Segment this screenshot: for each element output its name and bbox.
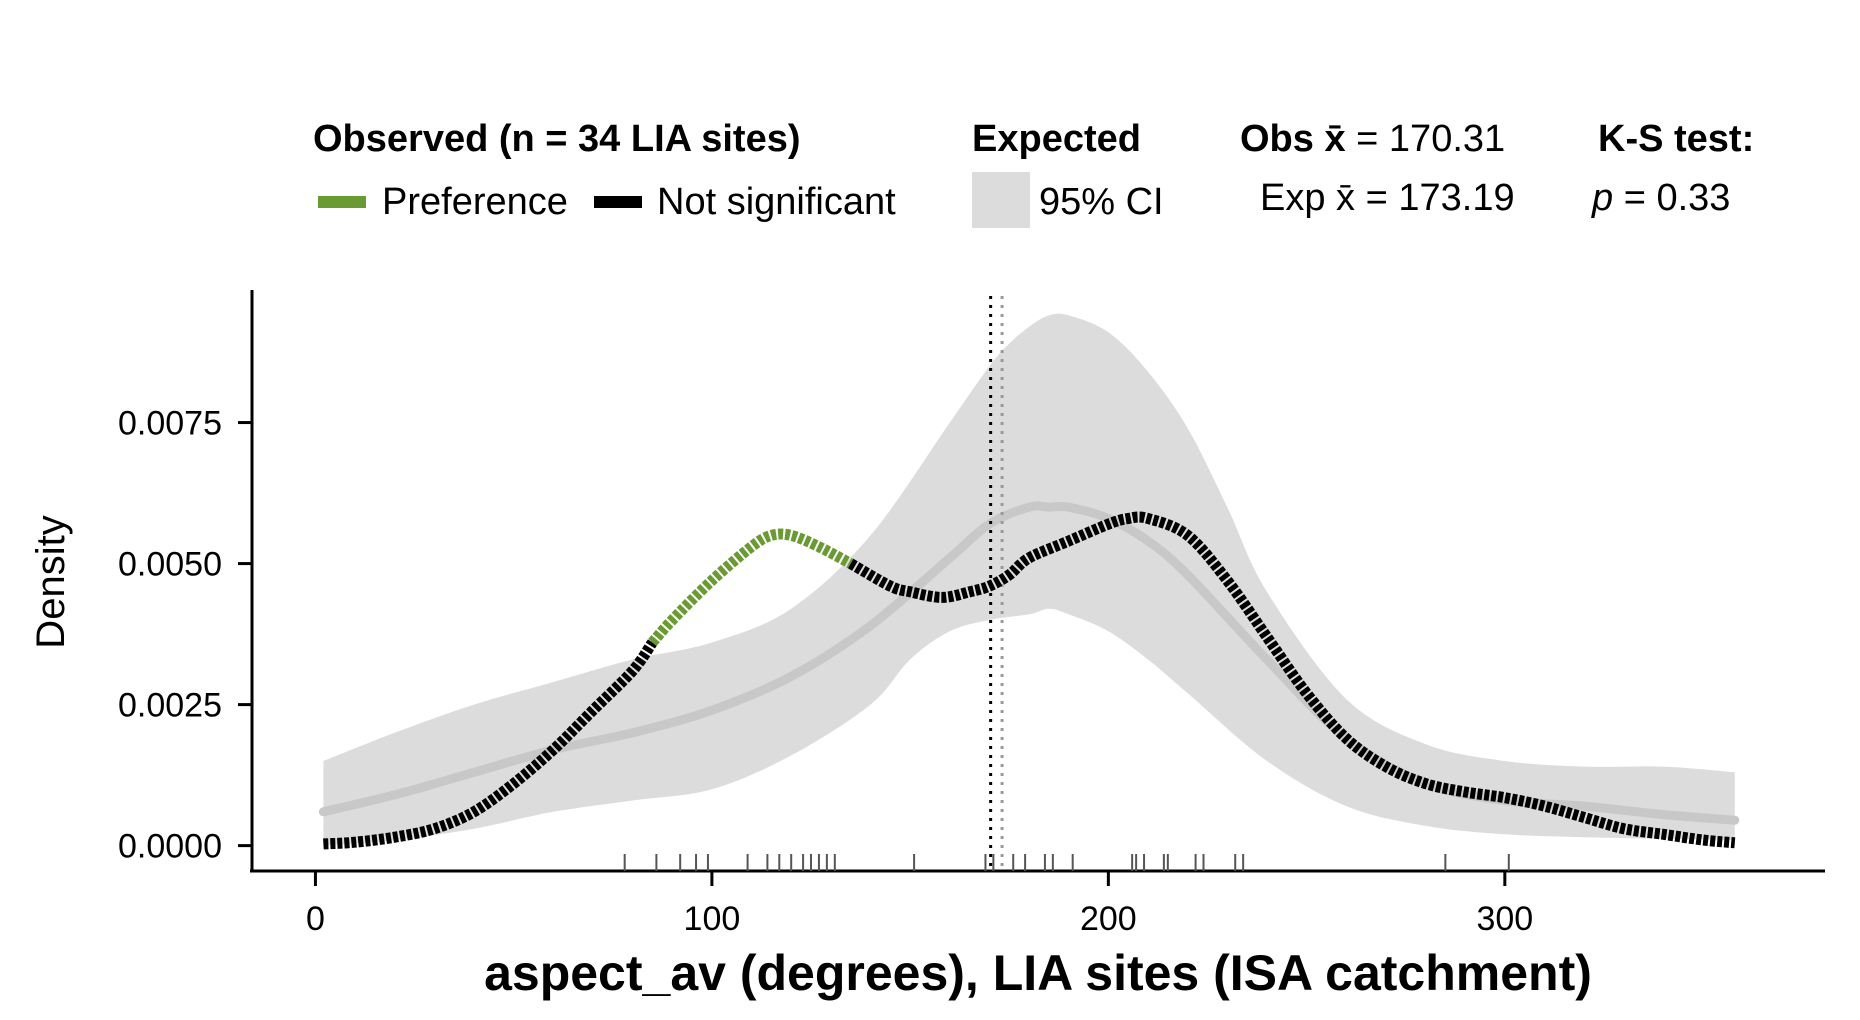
legend-ks-p: p = 0.33 xyxy=(1591,177,1730,219)
y-axis-title: Density xyxy=(29,515,73,648)
obs-mean-prefix: Obs xyxy=(1240,118,1314,160)
exp-mean-symbol: x̄ xyxy=(1336,177,1355,219)
y-tick-label: 0.0025 xyxy=(118,687,222,725)
legend-ci-label: 95% CI xyxy=(1039,181,1164,223)
ks-p-value: = 0.33 xyxy=(1624,177,1731,219)
legend-ks-title: K-S test: xyxy=(1598,118,1754,160)
x-tick-label: 0 xyxy=(306,900,325,938)
ks-p-symbol: p xyxy=(1591,177,1613,219)
legend-exp-mean: Exp x̄ = 173.19 xyxy=(1260,177,1515,219)
observed-density-preference xyxy=(648,528,854,647)
legend-not-significant-swatch xyxy=(594,196,642,208)
legend-preference-swatch xyxy=(318,196,366,208)
obs-mean-symbol: x̄ xyxy=(1324,118,1345,160)
observed-density-not-significant xyxy=(847,511,1736,849)
exp-mean-prefix: Exp xyxy=(1260,177,1325,219)
observed-density-not-significant xyxy=(323,639,657,850)
legend: Observed (n = 34 LIA sites) Preference N… xyxy=(313,118,1754,228)
y-tick-label: 0.0000 xyxy=(118,828,222,866)
legend-observed-title: Observed (n = 34 LIA sites) xyxy=(313,118,801,160)
exp-mean-value: = 173.19 xyxy=(1366,177,1515,219)
y-tick-label: 0.0075 xyxy=(118,405,222,443)
axes: 0 100 200 300 0.0000 0.0025 0.0050 0.0075 xyxy=(118,290,1825,938)
legend-preference-label: Preference xyxy=(382,181,568,223)
x-tick-label: 300 xyxy=(1476,900,1533,938)
x-tick-label: 100 xyxy=(684,900,741,938)
legend-expected-title: Expected xyxy=(972,118,1141,160)
x-tick-label: 200 xyxy=(1080,900,1137,938)
legend-obs-mean: Obs x̄ = 170.31 xyxy=(1240,118,1505,160)
x-axis-title: aspect_av (degrees), LIA sites (ISA catc… xyxy=(484,945,1592,1001)
y-tick-label: 0.0050 xyxy=(118,546,222,584)
plot-area xyxy=(318,296,1740,871)
legend-ci-swatch xyxy=(972,172,1030,228)
ci-band xyxy=(323,313,1735,846)
legend-not-significant-label: Not significant xyxy=(657,181,896,223)
obs-mean-value: = 170.31 xyxy=(1356,118,1505,160)
